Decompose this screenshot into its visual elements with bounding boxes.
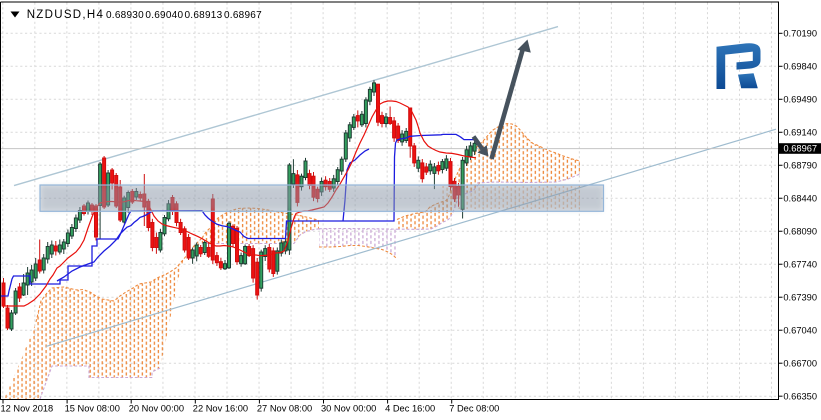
svg-text:0.68967: 0.68967 <box>224 10 262 21</box>
svg-text:4 Dec 16:00: 4 Dec 16:00 <box>385 404 435 414</box>
svg-text:15 Nov 08:00: 15 Nov 08:00 <box>65 404 120 414</box>
svg-text:0.70190: 0.70190 <box>783 29 817 39</box>
svg-text:0.69140: 0.69140 <box>783 128 817 138</box>
svg-text:7 Dec 08:00: 7 Dec 08:00 <box>449 404 499 414</box>
svg-text:0.68967: 0.68967 <box>784 144 818 154</box>
svg-text:0.67040: 0.67040 <box>783 326 817 336</box>
svg-text:0.68913: 0.68913 <box>185 10 223 21</box>
svg-text:0.69040: 0.69040 <box>145 10 183 21</box>
svg-text:0.68930: 0.68930 <box>106 10 144 21</box>
svg-text:0.68790: 0.68790 <box>783 161 817 171</box>
svg-text:0.66350: 0.66350 <box>783 391 817 401</box>
svg-text:0.67390: 0.67390 <box>783 293 817 303</box>
svg-text:NZDUSD,H4: NZDUSD,H4 <box>27 9 105 21</box>
svg-text:22 Nov 16:00: 22 Nov 16:00 <box>193 404 248 414</box>
svg-text:20 Nov 00:00: 20 Nov 00:00 <box>129 404 184 414</box>
svg-text:0.67740: 0.67740 <box>783 260 817 270</box>
svg-text:0.66700: 0.66700 <box>783 359 817 369</box>
svg-text:27 Nov 08:00: 27 Nov 08:00 <box>257 404 312 414</box>
svg-text:30 Nov 00:00: 30 Nov 00:00 <box>321 404 376 414</box>
svg-text:0.68440: 0.68440 <box>783 194 817 204</box>
svg-text:0.68090: 0.68090 <box>783 227 817 237</box>
svg-text:12 Nov 2018: 12 Nov 2018 <box>1 404 54 414</box>
svg-text:0.69840: 0.69840 <box>783 62 817 72</box>
svg-text:0.69490: 0.69490 <box>783 95 817 105</box>
